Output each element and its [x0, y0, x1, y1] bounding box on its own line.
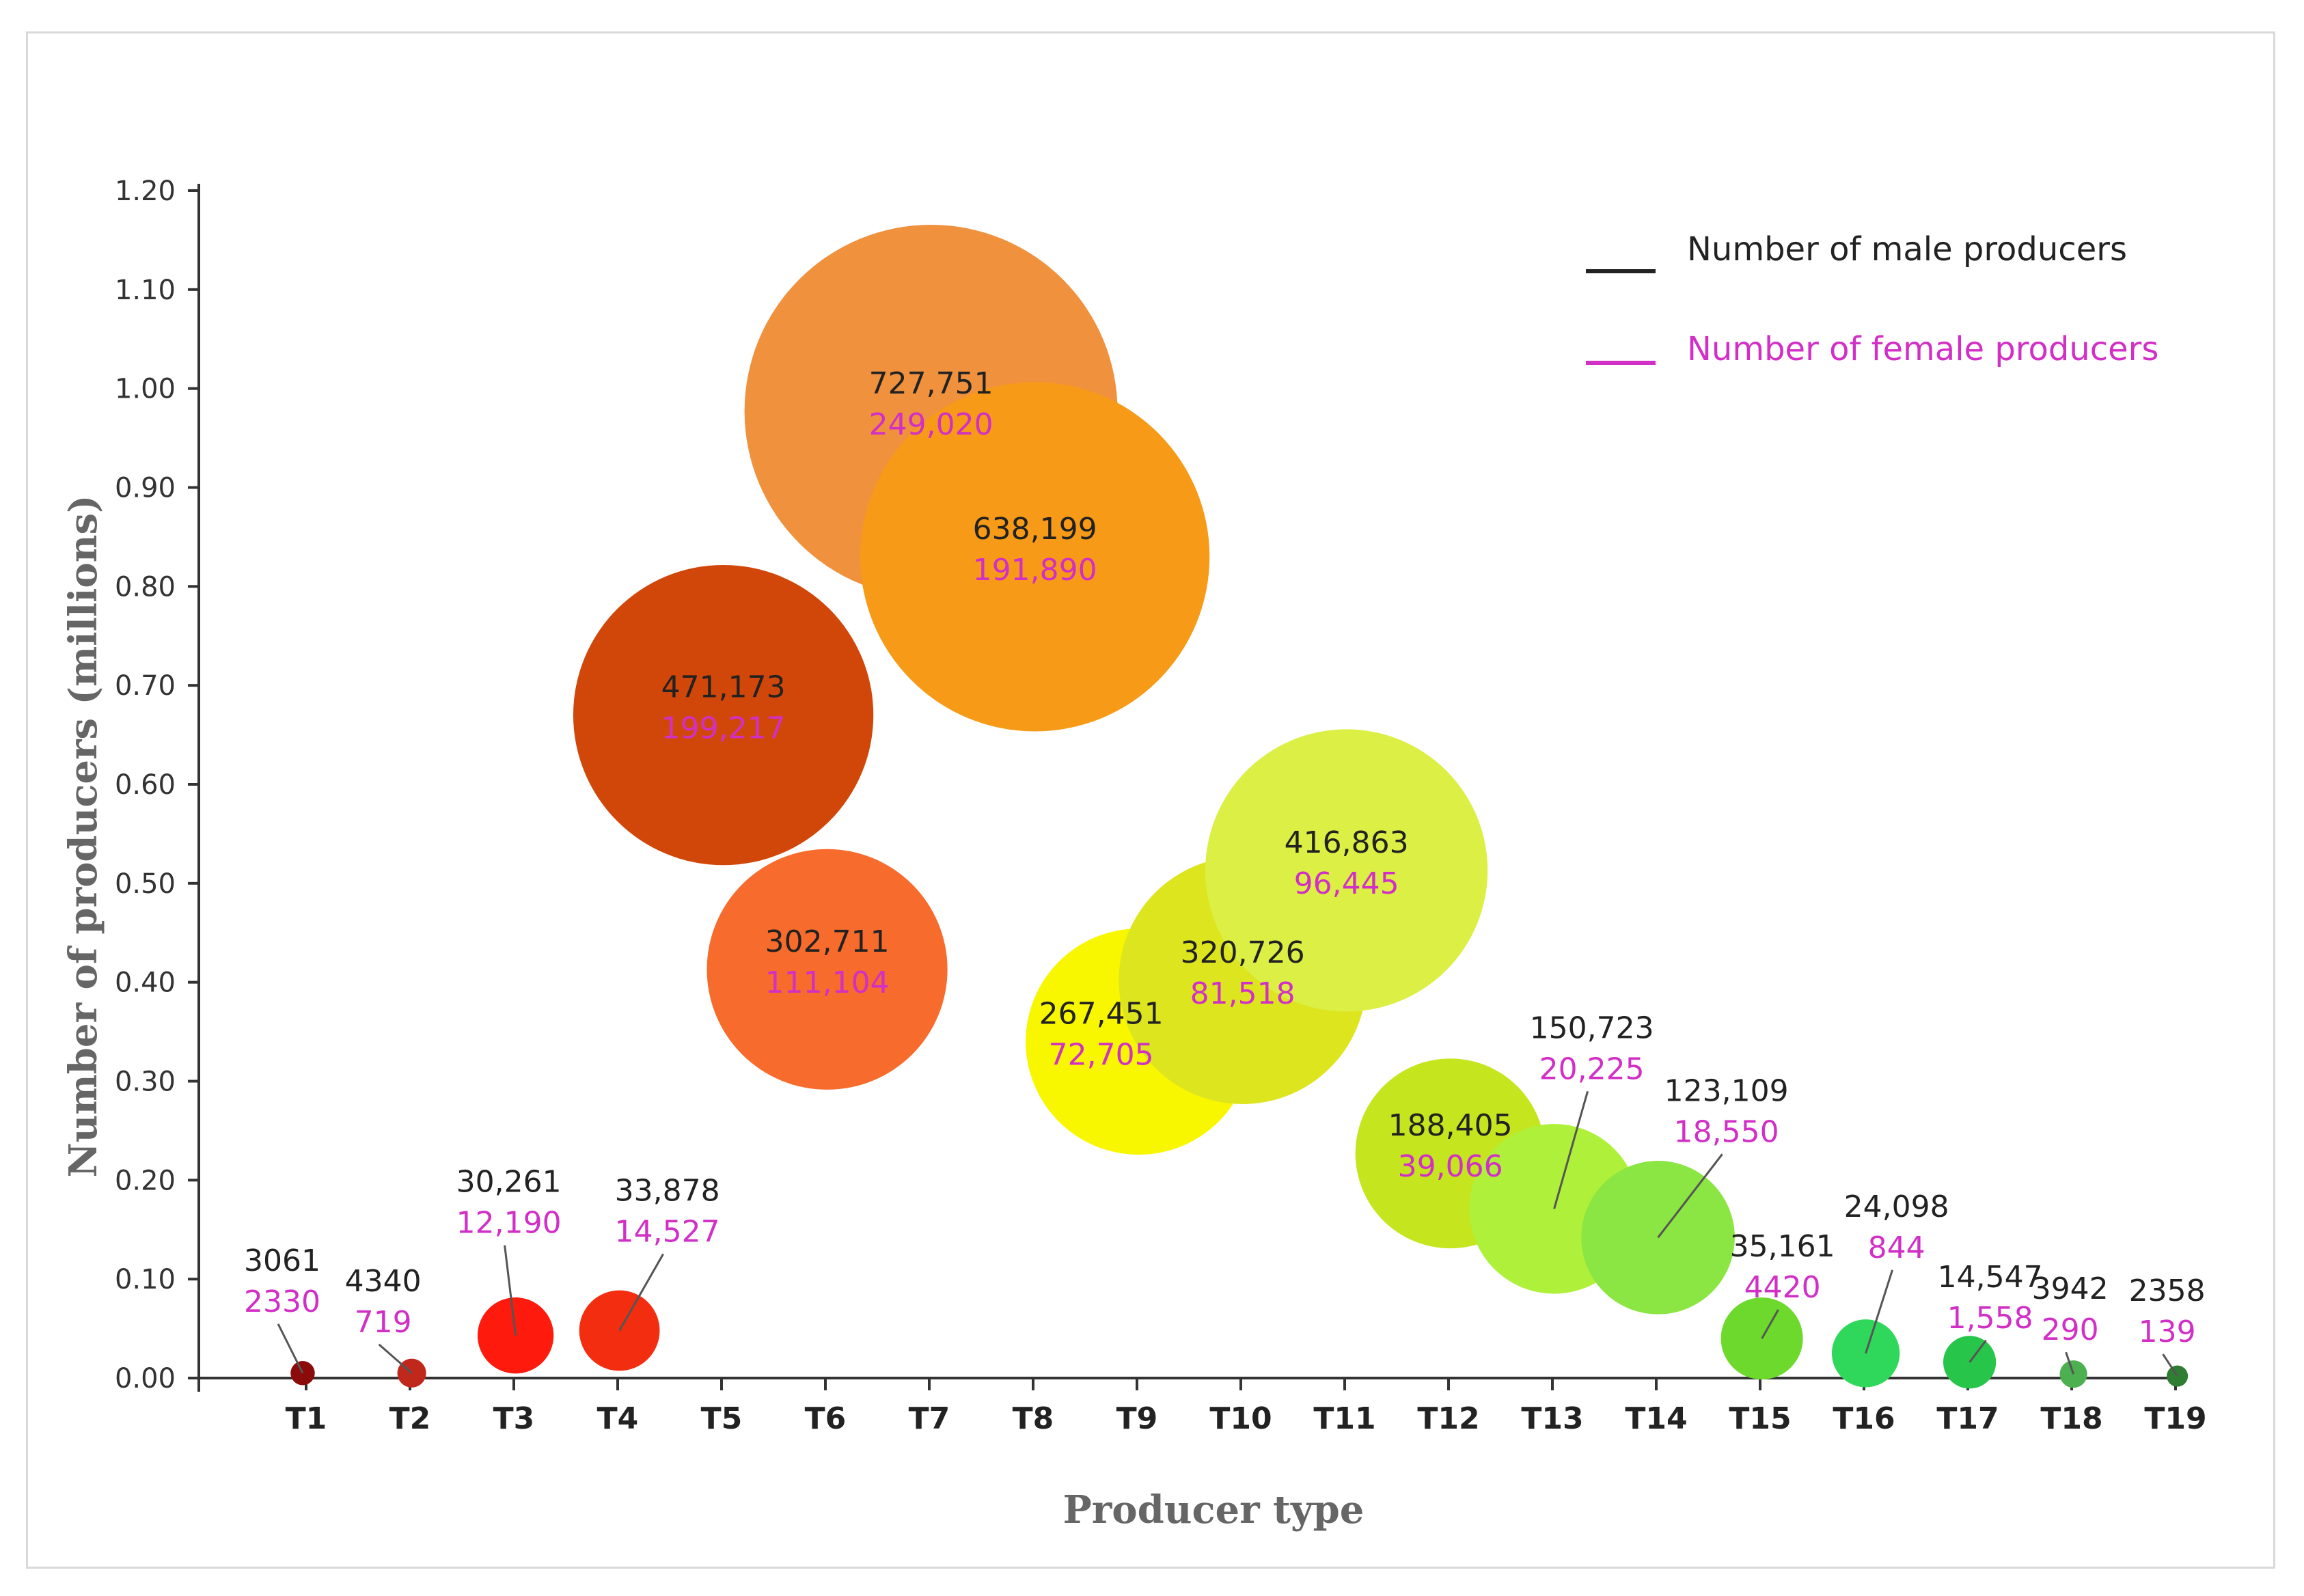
y-tick-label: 0.90: [115, 473, 176, 504]
x-tick-label: T14: [1625, 1401, 1687, 1436]
male-count-label: 471,173: [661, 670, 786, 705]
male-count-label: 35,161: [1730, 1229, 1835, 1264]
x-tick-label: T19: [2144, 1401, 2206, 1436]
x-tick-label: T1: [286, 1401, 327, 1436]
y-tick-label: 0.40: [115, 967, 176, 999]
female-count-label: 191,890: [973, 553, 1097, 588]
x-tick-label: T3: [493, 1401, 535, 1436]
female-count-label: 139: [2139, 1315, 2196, 1349]
y-tick-label: 0.20: [115, 1165, 176, 1196]
x-tick-label: T11: [1313, 1401, 1375, 1436]
female-count-label: 199,217: [661, 711, 786, 746]
male-count-label: 2358: [2129, 1274, 2206, 1308]
male-count-label: 320,726: [1181, 935, 1305, 970]
x-tick-label: T6: [805, 1401, 847, 1436]
y-axis-title: Number of producers (millions): [61, 495, 106, 1178]
bubble-labels: 3061 2330 4340 719 30,261 12,190 33,878 14,527 4…: [244, 366, 2206, 1377]
axes: 0.00 0.10 0.20 0.30 0.40 0.50 0.60 0.70 0.80 0.90…: [115, 176, 2207, 1436]
female-count-label: 1,558: [1947, 1301, 2033, 1336]
legend-male-label: Number of male producers: [1687, 230, 2127, 269]
male-count-label: 188,405: [1388, 1108, 1513, 1143]
leader-line: [378, 1343, 413, 1374]
legend-female-label: Number of female producers: [1687, 330, 2158, 368]
leader-line: [1657, 1153, 1723, 1239]
female-count-label: 4420: [1744, 1270, 1821, 1305]
leader-line: [1969, 1339, 1987, 1363]
x-tick-label: T18: [2040, 1401, 2102, 1436]
male-count-label: 14,547: [1938, 1260, 2043, 1295]
x-tick-label: T10: [1209, 1401, 1272, 1436]
female-count-label: 39,066: [1398, 1149, 1503, 1184]
x-tick-label: T16: [1833, 1401, 1895, 1436]
y-tick-label: 0.00: [115, 1363, 176, 1394]
bubble-t11: [1205, 729, 1488, 1012]
male-count-label: 123,109: [1664, 1073, 1789, 1108]
female-count-label: 290: [2042, 1312, 2099, 1347]
female-count-label: 72,705: [1049, 1038, 1154, 1073]
male-count-label: 638,199: [973, 512, 1097, 547]
bubble-t8: [860, 382, 1210, 732]
x-tick-label: T15: [1729, 1401, 1791, 1436]
x-tick-label: T8: [1013, 1401, 1054, 1436]
leader-line: [504, 1245, 517, 1336]
female-count-label: 249,020: [869, 407, 993, 442]
y-tick-label: 0.80: [115, 571, 176, 603]
bubble-t6: [707, 849, 948, 1090]
male-count-label: 267,451: [1039, 997, 1164, 1032]
x-tick-label: T7: [909, 1401, 950, 1436]
x-axis-title: Producer type: [1063, 1487, 1364, 1532]
y-tick-label: 0.70: [115, 670, 176, 702]
leader-line: [1865, 1269, 1894, 1354]
y-tick-label: 0.60: [115, 769, 176, 801]
male-count-label: 302,711: [765, 924, 890, 959]
male-count-label: 3942: [2032, 1271, 2109, 1306]
x-tick-label: T12: [1417, 1401, 1479, 1436]
leader-line: [1761, 1309, 1779, 1339]
female-count-label: 20,225: [1539, 1051, 1645, 1086]
y-tick-label: 1.20: [115, 176, 176, 207]
female-count-label: 12,190: [456, 1206, 562, 1241]
x-tick-label: T17: [1936, 1401, 1999, 1436]
x-tick-label: T4: [597, 1401, 639, 1436]
female-count-label: 111,104: [765, 965, 890, 1000]
male-count-label: 416,863: [1285, 825, 1409, 860]
y-tick-label: 0.30: [115, 1067, 176, 1098]
male-count-label: 30,261: [456, 1165, 562, 1200]
leader-line: [2162, 1353, 2178, 1377]
female-count-label: 14,527: [615, 1214, 720, 1249]
y-tick-label: 1.10: [115, 275, 176, 306]
male-count-label: 150,723: [1530, 1010, 1654, 1045]
female-count-label: 844: [1868, 1230, 1925, 1265]
female-count-label: 18,550: [1674, 1114, 1779, 1149]
male-count-label: 33,878: [615, 1173, 720, 1208]
x-tick-label: T2: [389, 1401, 431, 1436]
female-count-label: 96,445: [1294, 866, 1399, 901]
x-tick-label: T9: [1116, 1401, 1158, 1436]
male-count-label: 3061: [244, 1243, 320, 1278]
male-count-label: 4340: [345, 1264, 422, 1299]
female-count-label: 81,518: [1190, 976, 1295, 1011]
chart-frame: 0.00 0.10 0.20 0.30 0.40 0.50 0.60 0.70 0.80 0.90…: [26, 31, 2275, 1569]
male-count-label: 727,751: [869, 366, 993, 401]
male-count-label: 24,098: [1844, 1189, 1949, 1224]
x-tick-label: T5: [701, 1401, 743, 1436]
x-tick-label: T13: [1521, 1401, 1583, 1436]
legend: Number of male producers Number of femal…: [1586, 230, 2158, 368]
bubble-t5: [573, 564, 874, 866]
bubbles: [290, 224, 2189, 1389]
y-tick-label: 0.10: [115, 1264, 176, 1295]
female-count-label: 2330: [244, 1284, 320, 1319]
leader-line: [277, 1323, 304, 1374]
bubble-chart: 0.00 0.10 0.20 0.30 0.40 0.50 0.60 0.70 0.80 0.90…: [61, 176, 2207, 1532]
female-count-label: 719: [355, 1305, 412, 1340]
y-tick-label: 0.50: [115, 868, 176, 900]
y-tick-label: 1.00: [115, 374, 176, 405]
leader-line: [1553, 1090, 1589, 1209]
leader-line: [618, 1253, 664, 1332]
leader-line: [2065, 1351, 2075, 1375]
